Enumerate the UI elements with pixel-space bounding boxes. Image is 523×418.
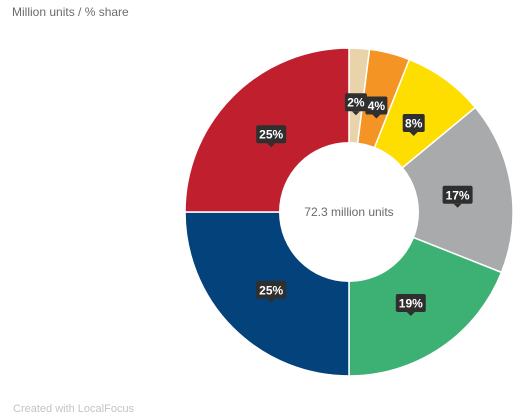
slice-labels: 2% 4% 8% 17% 19% 25% 25% bbox=[256, 93, 473, 316]
slice-label-text: 2% bbox=[347, 96, 365, 110]
slice-label-text: 25% bbox=[259, 128, 283, 142]
slice-label-box bbox=[442, 185, 473, 204]
slice-label: 25% bbox=[256, 280, 287, 303]
slice-label-pointer bbox=[372, 114, 381, 119]
slice-label-text: 17% bbox=[446, 188, 470, 202]
slice-label-pointer bbox=[409, 132, 418, 136]
slice-label: 4% bbox=[365, 96, 388, 119]
chart-subtitle: Million units / % share bbox=[12, 5, 129, 19]
slice-label-pointer bbox=[267, 143, 276, 148]
slice-label-box bbox=[365, 96, 388, 115]
slice-label-box bbox=[344, 93, 367, 112]
slice-label-text: 8% bbox=[405, 117, 423, 131]
slice-label-box bbox=[256, 125, 287, 144]
slice-label-text: 4% bbox=[368, 99, 386, 113]
center-label: 72.3 million units bbox=[304, 205, 393, 219]
slice-label-box bbox=[256, 280, 287, 299]
slice-label: 8% bbox=[402, 114, 425, 136]
slice-label-box bbox=[395, 294, 426, 312]
donut-hole bbox=[279, 142, 419, 282]
slice-label: 25% bbox=[256, 125, 287, 148]
slice-label-pointer bbox=[406, 312, 415, 316]
slice-label-box bbox=[402, 114, 425, 132]
slice-label: 2% bbox=[344, 93, 367, 116]
slice-label-pointer bbox=[351, 111, 360, 116]
credit-text: Created with LocalFocus bbox=[13, 403, 135, 415]
slice-label-pointer bbox=[267, 298, 276, 303]
donut-slice[interactable] bbox=[347, 106, 514, 274]
slice-label: 19% bbox=[395, 294, 426, 316]
slice-label-text: 19% bbox=[399, 297, 423, 311]
slice-label-pointer bbox=[453, 203, 462, 208]
slice-label-text: 25% bbox=[259, 283, 283, 297]
slice-label: 17% bbox=[442, 185, 473, 208]
